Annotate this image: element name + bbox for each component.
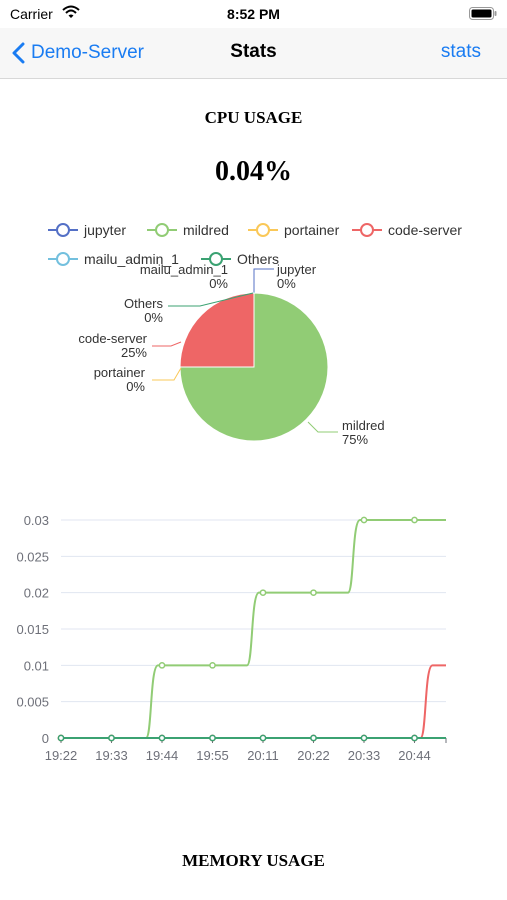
x-tick-label: 20:22 [297, 748, 330, 763]
stats-button[interactable]: stats [440, 41, 481, 62]
x-tick-label: 19:22 [45, 748, 78, 763]
pie-label-percent-jupyter: 0% [277, 276, 296, 291]
pie-leader-code-server [152, 341, 182, 347]
pie-label-name-mildred: mildred [342, 418, 385, 433]
y-tick-label: 0.02 [24, 586, 49, 601]
pie-label-percent-mailu-admin-1: 0% [209, 276, 228, 291]
x-tick-label: 20:33 [348, 748, 381, 763]
x-tick-label: 20:11 [247, 748, 279, 763]
x-tick-label: 19:55 [196, 748, 229, 763]
series-point-0 [310, 589, 317, 597]
cpu-line-chart: 0 0.005 0.01 0.015 0.02 0.025 0.03 19:22 19:33 19… [16, 513, 447, 763]
legend-item-5: Others [237, 251, 279, 267]
carrier-label: Carrier [10, 6, 53, 22]
legend-item-4: mailu_admin_1 [84, 251, 179, 267]
pie-label-name-portainer: portainer [94, 365, 146, 380]
cpu-usage-value: 0.04% [215, 156, 292, 187]
legend-item-1: mildred [183, 222, 229, 238]
legend-item-0: jupyter [83, 222, 126, 238]
series-point-2 [209, 734, 216, 742]
series-point-0 [209, 661, 216, 669]
x-tick-label: 19:33 [95, 748, 128, 763]
legend-item-2: portainer [284, 222, 340, 238]
pie-leader-Others [168, 292, 254, 307]
pie-slice-mildred [179, 292, 329, 442]
y-tick-label: 0.025 [16, 549, 49, 564]
pie-label-name-mailu-admin-1: mailu_admin_1 [140, 262, 228, 277]
y-tick-label: 0.005 [16, 695, 49, 710]
series-point-0 [360, 516, 368, 524]
y-tick-label: 0 [42, 731, 49, 746]
cpu-usage-title: CPU USAGE [204, 108, 303, 127]
back-button-label: Demo-Server [31, 42, 144, 63]
cpu-pie-chart: jupyter mildred portainer code-server mailu_… [48, 222, 462, 447]
y-tick-label: 0.01 [24, 658, 49, 673]
series-point-2 [108, 734, 115, 742]
legend-swatch-circle [256, 223, 270, 237]
series-point-2 [411, 734, 418, 742]
series-point-0 [259, 589, 267, 597]
y-tick-label: 0.03 [24, 513, 49, 528]
back-button[interactable]: Demo-Server [12, 38, 144, 68]
series-point-2 [259, 734, 267, 742]
pie-label-percent-portainer: 0% [126, 379, 145, 394]
battery-icon [469, 7, 497, 23]
navigation-bar: Demo-Server Stats stats [0, 28, 507, 79]
pie-leader-mildred [307, 421, 338, 433]
legend-item-3: code-server [388, 222, 462, 238]
y-tick-label: 0.015 [16, 622, 49, 637]
pie-label-percent-Others: 0% [144, 310, 163, 325]
pie-leader-portainer [152, 367, 182, 381]
series-point-2 [57, 734, 65, 742]
legend-swatch-circle [56, 223, 70, 237]
x-tick-label: 20:44 [398, 748, 431, 763]
pie-label-name-jupyter: jupyter [276, 262, 317, 277]
legend-swatch-circle [56, 252, 70, 266]
pie-label-name-Others: Others [124, 296, 164, 311]
legend-swatch-circle [155, 223, 169, 237]
series-point-2 [360, 734, 368, 742]
series-point-2 [158, 734, 166, 742]
x-tick-label: 19:44 [146, 748, 179, 763]
chevron-left-icon [12, 42, 25, 64]
pie-slice-code-server [179, 292, 255, 368]
clock: 8:52 PM [227, 6, 280, 22]
series-point-0 [158, 661, 166, 669]
wifi-icon [62, 5, 80, 22]
memory-usage-title: MEMORY USAGE [182, 851, 325, 870]
series-line-0 [61, 519, 446, 739]
legend-swatch-circle [360, 223, 374, 237]
status-bar: Carrier 8:52 PM [0, 0, 507, 28]
series-point-2 [310, 734, 317, 742]
series-point-0 [411, 516, 418, 524]
legend-swatch-circle [209, 252, 223, 266]
pie-label-percent-code-server: 25% [121, 345, 147, 360]
pie-label-name-code-server: code-server [78, 331, 147, 346]
pie-label-percent-mildred: 75% [342, 432, 368, 447]
pie-leader-jupyter [253, 268, 274, 293]
